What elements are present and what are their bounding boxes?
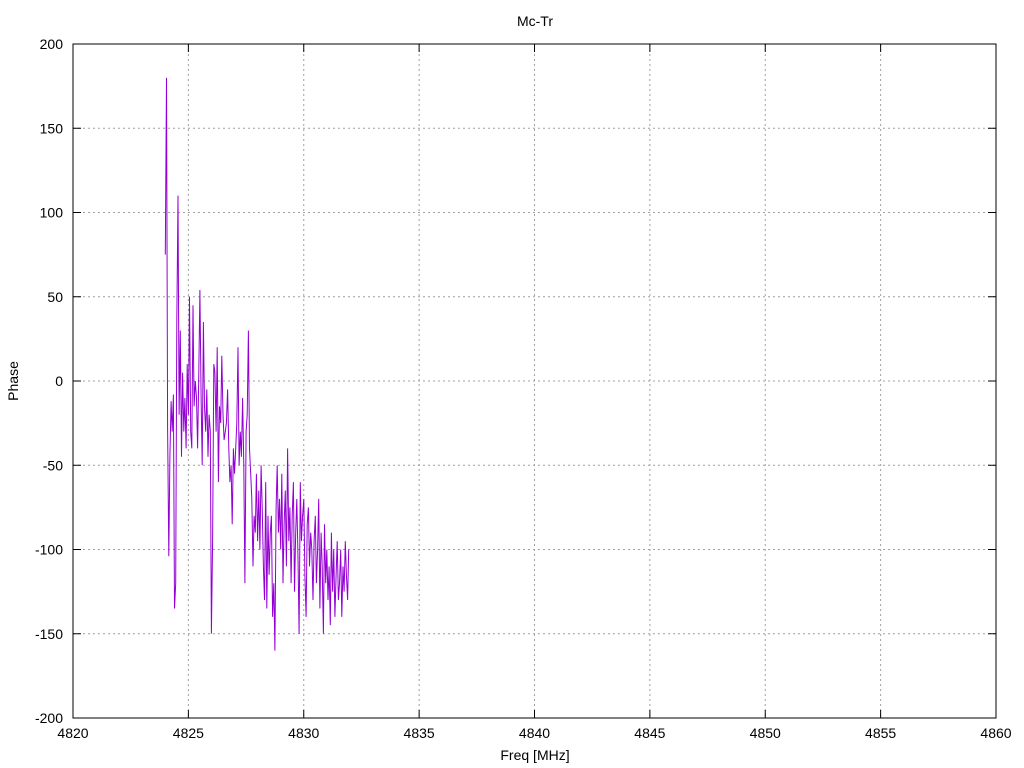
axis-ticks: 4820 4825 4830 4835 4840 4845 4850 4855 4860 -200… bbox=[35, 36, 1012, 741]
x-tick-label: 4855 bbox=[865, 725, 896, 741]
y-tick-label: -50 bbox=[43, 457, 63, 473]
grid-lines bbox=[73, 44, 996, 718]
x-tick-label: 4850 bbox=[750, 725, 781, 741]
x-tick-label: 4830 bbox=[288, 725, 319, 741]
series-phase bbox=[164, 77, 350, 651]
series-line bbox=[164, 77, 350, 651]
x-tick-label: 4820 bbox=[57, 725, 88, 741]
y-tick-label: -150 bbox=[35, 626, 63, 642]
x-tick-label: 4835 bbox=[404, 725, 435, 741]
y-tick-label: 100 bbox=[40, 205, 64, 221]
x-tick-label: 4825 bbox=[173, 725, 204, 741]
y-axis-label: Phase bbox=[5, 361, 21, 401]
y-tick-label: 150 bbox=[40, 120, 64, 136]
x-axis-label: Freq [MHz] bbox=[500, 747, 569, 763]
y-tick-label: -100 bbox=[35, 542, 63, 558]
x-tick-label: 4860 bbox=[980, 725, 1011, 741]
y-tick-label: -200 bbox=[35, 710, 63, 726]
y-tick-label: 200 bbox=[40, 36, 64, 52]
y-tick-label: 0 bbox=[55, 373, 63, 389]
x-tick-label: 4845 bbox=[634, 725, 665, 741]
chart-title: Mc-Tr bbox=[517, 13, 553, 29]
y-tick-label: 50 bbox=[47, 289, 63, 305]
x-tick-label: 4840 bbox=[519, 725, 550, 741]
